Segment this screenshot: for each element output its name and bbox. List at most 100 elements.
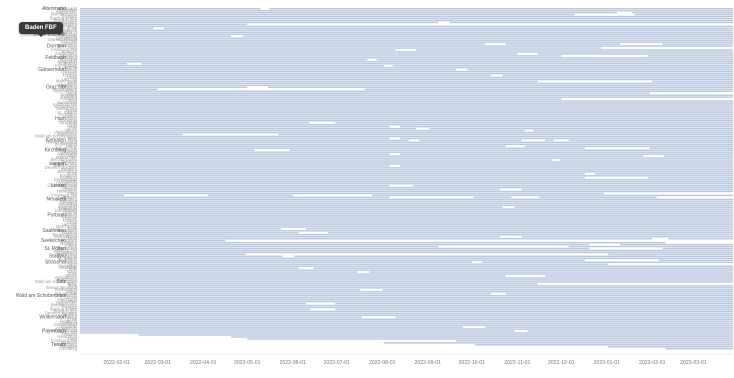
gantt-bar[interactable]	[278, 133, 733, 136]
gantt-bar[interactable]	[620, 243, 733, 246]
gantt-bar[interactable]	[80, 310, 733, 313]
gantt-bar[interactable]	[80, 13, 575, 16]
gantt-bar[interactable]	[80, 204, 733, 206]
gantt-bar[interactable]	[537, 53, 733, 55]
gantt-bar[interactable]	[80, 17, 733, 20]
gantt-bar[interactable]	[80, 259, 585, 262]
gantt-bar[interactable]	[327, 232, 733, 234]
gantt-bar[interactable]	[80, 27, 154, 30]
gantt-bar[interactable]	[80, 312, 733, 315]
gantt-bar[interactable]	[595, 173, 733, 175]
gantt-bar[interactable]	[80, 326, 463, 328]
gantt-bar[interactable]	[80, 314, 733, 317]
gantt-bar[interactable]	[664, 155, 733, 157]
gantt-bar[interactable]	[80, 198, 733, 201]
gantt-bar[interactable]	[80, 300, 733, 303]
gantt-bar[interactable]	[80, 283, 538, 285]
gantt-bar[interactable]	[80, 167, 733, 169]
gantt-bar[interactable]	[80, 281, 733, 283]
gantt-bar[interactable]	[80, 110, 733, 112]
gantt-bar[interactable]	[429, 127, 733, 130]
gantt-bar[interactable]	[80, 25, 733, 28]
gantt-bar[interactable]	[608, 346, 733, 348]
gantt-bar[interactable]	[80, 90, 733, 92]
gantt-bar[interactable]	[80, 239, 226, 242]
gantt-bar[interactable]	[80, 141, 733, 144]
gantt-bar[interactable]	[80, 155, 644, 157]
gantt-bar[interactable]	[80, 330, 515, 332]
gantt-bar[interactable]	[80, 208, 733, 210]
gantt-bar[interactable]	[80, 269, 733, 271]
gantt-bar[interactable]	[399, 125, 733, 128]
gantt-bar[interactable]	[80, 43, 486, 45]
gantt-bar[interactable]	[80, 302, 306, 305]
gantt-bar[interactable]	[80, 263, 609, 265]
gantt-bar[interactable]	[80, 214, 733, 216]
gantt-bar[interactable]	[80, 186, 733, 189]
gantt-bar[interactable]	[80, 236, 500, 238]
gantt-bar[interactable]	[455, 340, 733, 342]
gantt-bar[interactable]	[80, 127, 417, 130]
gantt-bar[interactable]	[80, 147, 585, 149]
gantt-bar[interactable]	[80, 237, 653, 240]
gantt-bar[interactable]	[634, 13, 733, 16]
gantt-bar[interactable]	[649, 147, 733, 149]
gantt-bar[interactable]	[80, 322, 733, 324]
gantt-bar[interactable]	[80, 19, 733, 22]
gantt-bar[interactable]	[80, 108, 733, 110]
gantt-bar[interactable]	[80, 196, 390, 199]
gantt-bar[interactable]	[80, 212, 733, 214]
gantt-bar[interactable]	[467, 68, 733, 71]
gantt-bar[interactable]	[80, 61, 733, 63]
gantt-bar[interactable]	[247, 338, 734, 340]
gantt-bar[interactable]	[80, 133, 183, 136]
gantt-bar[interactable]	[80, 151, 733, 153]
gantt-bar[interactable]	[80, 88, 158, 91]
gantt-bar[interactable]	[80, 53, 518, 55]
gantt-bar[interactable]	[382, 289, 733, 291]
gantt-bar[interactable]	[399, 137, 733, 140]
gantt-bar[interactable]	[80, 57, 733, 59]
gantt-bar[interactable]	[80, 66, 733, 69]
gantt-bar[interactable]	[80, 157, 733, 159]
gantt-bar[interactable]	[80, 33, 733, 35]
gantt-bar[interactable]	[364, 88, 733, 91]
gantt-bar[interactable]	[80, 143, 733, 146]
gantt-bar[interactable]	[80, 74, 491, 77]
gantt-bar[interactable]	[80, 98, 562, 100]
gantt-bar[interactable]	[559, 159, 733, 161]
gantt-bar[interactable]	[80, 318, 733, 320]
gantt-bar[interactable]	[474, 344, 733, 346]
gantt-bar[interactable]	[267, 86, 733, 89]
gantt-bar[interactable]	[80, 228, 282, 230]
gantt-bar[interactable]	[80, 171, 733, 173]
gantt-bar[interactable]	[399, 165, 733, 167]
gantt-bar[interactable]	[141, 63, 733, 65]
gantt-bar[interactable]	[80, 112, 733, 114]
gantt-bar[interactable]	[289, 149, 733, 151]
gantt-bar[interactable]	[502, 74, 733, 77]
gantt-bar[interactable]	[80, 65, 384, 67]
gantt-bar[interactable]	[231, 336, 733, 338]
gantt-bar[interactable]	[545, 139, 554, 142]
gantt-bar[interactable]	[80, 251, 733, 254]
gantt-bar[interactable]	[80, 68, 456, 71]
gantt-bar[interactable]	[608, 253, 733, 256]
gantt-bar[interactable]	[80, 294, 733, 297]
gantt-bar[interactable]	[80, 45, 733, 47]
gantt-bar[interactable]	[80, 123, 733, 126]
gantt-bar[interactable]	[80, 320, 733, 322]
gantt-bar[interactable]	[80, 163, 733, 165]
gantt-bar[interactable]	[80, 72, 733, 75]
gantt-bar[interactable]	[80, 216, 733, 218]
gantt-bar[interactable]	[80, 328, 733, 330]
gantt-bar[interactable]	[505, 43, 621, 45]
gantt-bar[interactable]	[80, 293, 491, 295]
gantt-bar[interactable]	[80, 267, 299, 269]
gantt-bar[interactable]	[80, 247, 590, 250]
gantt-bar[interactable]	[80, 324, 733, 326]
gantt-bar[interactable]	[80, 100, 733, 102]
gantt-bar[interactable]	[80, 11, 618, 14]
gantt-bar[interactable]	[80, 51, 733, 53]
gantt-bar[interactable]	[80, 92, 650, 94]
